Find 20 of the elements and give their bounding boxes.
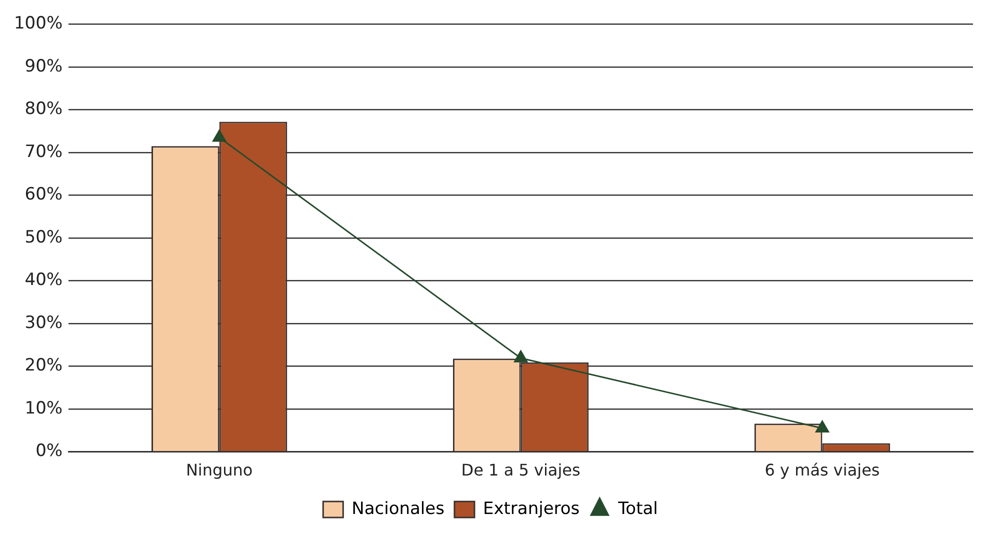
y-tick-label: 90% bbox=[24, 56, 63, 76]
x-tick-label: Ninguno bbox=[186, 460, 253, 480]
x-tick-label: De 1 a 5 viajes bbox=[461, 460, 580, 480]
y-tick-label: 70% bbox=[24, 142, 63, 162]
point bbox=[815, 420, 830, 433]
point bbox=[514, 350, 528, 362]
y-tick-label: 80% bbox=[24, 99, 63, 120]
legend-label: Nacionales bbox=[352, 498, 445, 519]
legend-label: Total bbox=[617, 498, 658, 519]
legend-label: Extranjeros bbox=[482, 498, 580, 519]
point bbox=[212, 130, 226, 142]
y-tick-label: 60% bbox=[24, 184, 63, 205]
y-tick-label: 10% bbox=[24, 398, 63, 418]
y-tick-label: 0% bbox=[36, 441, 63, 462]
y-tick-label: 30% bbox=[24, 312, 63, 333]
y-tick-label: 20% bbox=[24, 356, 63, 376]
y-tick-label: 100% bbox=[14, 14, 63, 34]
x-tick-label: 6 y más viajes bbox=[764, 460, 880, 480]
y-tick-label: 50% bbox=[24, 227, 63, 248]
y-tick-label: 40% bbox=[24, 270, 63, 290]
